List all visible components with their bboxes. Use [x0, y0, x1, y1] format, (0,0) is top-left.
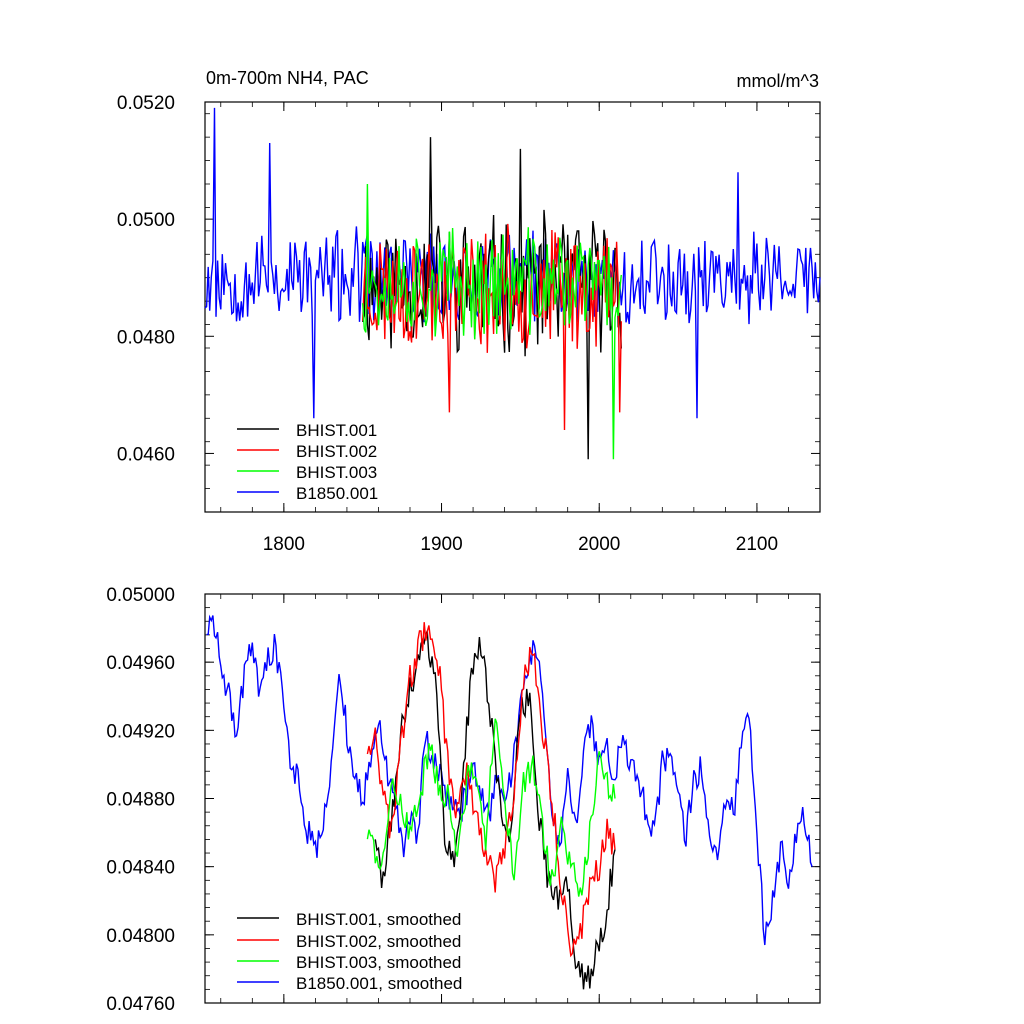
top-series-lines — [204, 107, 821, 460]
legend-label-b1850-001: B1850.001 — [296, 484, 378, 503]
x-tick-label: 1800 — [263, 534, 305, 555]
series-line-b1850-001 — [204, 107, 821, 419]
series-line-bhist-001-smoothed — [374, 630, 616, 990]
bottom-series-lines — [206, 614, 813, 990]
legend-label-bhist-002-smoothed: BHIST.002, smoothed — [296, 932, 461, 951]
legend-label-bhist-002: BHIST.002 — [296, 442, 377, 461]
top-chart: 0m-700m NH4, PAC mmol/m^3 0.04600.04800.… — [117, 68, 821, 555]
top-chart-units: mmol/m^3 — [737, 71, 819, 91]
bottom-chart: 0.04760 0.04800 0.04840 0.04880 0.04920 0.049… — [106, 585, 821, 1015]
legend-label-bhist-003: BHIST.003 — [296, 463, 377, 482]
top-axes: 0.0460 0.0480 0.0500 0.0520 1800 1900 2000 2100 — [117, 93, 821, 555]
top-chart-title: 0m-700m NH4, PAC — [206, 68, 369, 88]
series-line-bhist-003 — [362, 183, 622, 460]
y-tick-label: 0.0500 — [117, 210, 175, 231]
legend-label-b1850-001-smoothed: B1850.001, smoothed — [296, 974, 462, 993]
y-tick-label: 0.04800 — [106, 926, 175, 947]
y-tick-label: 0.0520 — [117, 93, 175, 114]
legend-label-bhist-003-smoothed: BHIST.003, smoothed — [296, 953, 461, 972]
x-tick-label: 1900 — [420, 534, 462, 555]
y-tick-label: 0.04880 — [106, 790, 175, 811]
series-line-bhist-003-smoothed — [366, 718, 616, 897]
legend-label-bhist-001-smoothed: BHIST.001, smoothed — [296, 910, 461, 929]
y-tick-label: 0.04840 — [106, 858, 175, 879]
legend-label-bhist-001: BHIST.001 — [296, 421, 377, 440]
series-line-b1850-001-smoothed — [206, 614, 813, 946]
x-tick-label: 2100 — [736, 534, 778, 555]
x-tick-label: 2000 — [578, 534, 620, 555]
y-tick-label: 0.0480 — [117, 327, 175, 348]
bottom-legend: BHIST.001, smoothed BHIST.002, smoothed … — [237, 910, 462, 993]
y-tick-label: 0.0460 — [117, 444, 175, 465]
y-tick-label: 0.05000 — [106, 585, 175, 606]
top-legend: BHIST.001 BHIST.002 BHIST.003 B1850.001 — [237, 421, 378, 503]
y-tick-label: 0.04920 — [106, 721, 175, 742]
y-tick-label: 0.04760 — [106, 994, 175, 1015]
series-line-bhist-002-smoothed — [366, 622, 616, 958]
y-tick-label: 0.04960 — [106, 653, 175, 674]
